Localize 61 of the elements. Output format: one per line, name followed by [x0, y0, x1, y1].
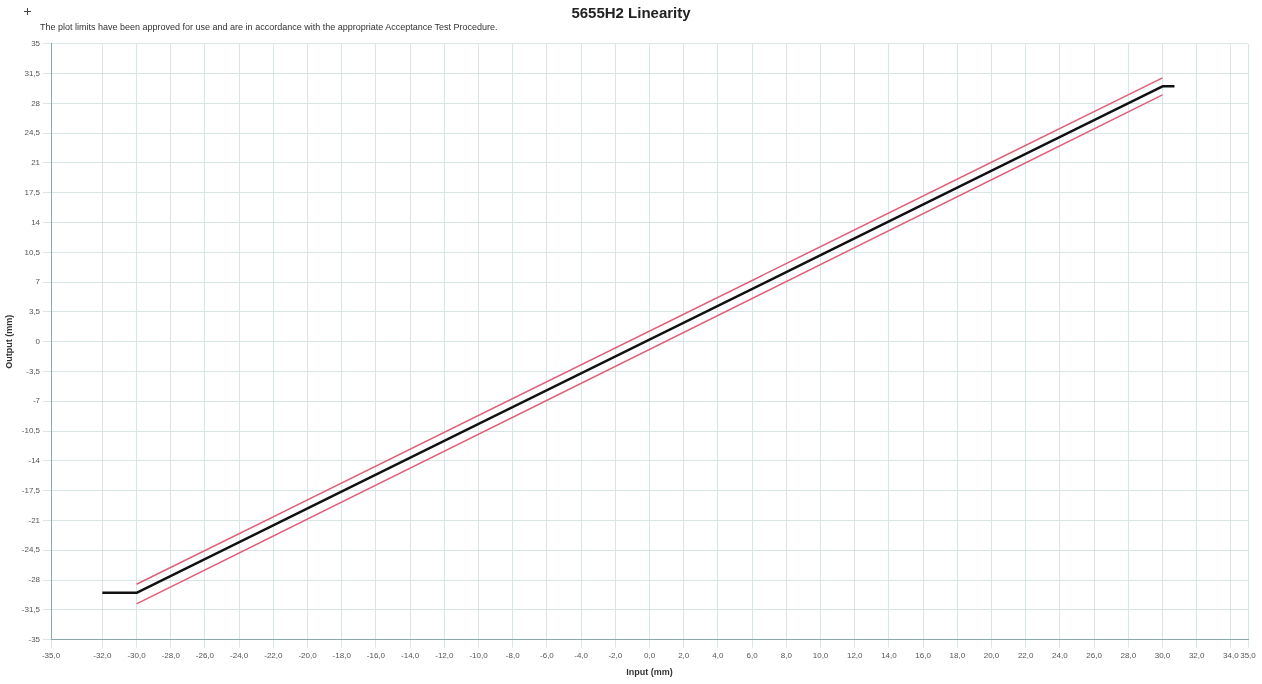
y-tick-label: 31,5 — [24, 68, 41, 78]
x-tick-label: 18,0 — [949, 650, 966, 660]
x-tick-label: 0,0 — [643, 650, 656, 660]
y-tick-label: -3,5 — [26, 366, 41, 376]
x-tick-label: 20,0 — [983, 650, 1000, 660]
x-tick-label: 8,0 — [780, 650, 793, 660]
x-tick-label: 4,0 — [712, 650, 725, 660]
x-tick-label: 24,0 — [1052, 650, 1069, 660]
x-tick-label: -26,0 — [195, 650, 215, 660]
x-tick-label: -16,0 — [366, 650, 386, 660]
y-tick-label: 10,5 — [24, 247, 41, 257]
y-tick-label: -7 — [32, 396, 41, 406]
y-tick-label: -28 — [28, 575, 41, 585]
chart-subtitle: The plot limits have been approved for use and are in accordance with the appropriate Acceptance Test Procedure. — [40, 22, 498, 32]
x-tick-label: -28,0 — [161, 650, 181, 660]
x-tick-label: -10,0 — [469, 650, 489, 660]
y-tick-label: 3,5 — [28, 307, 41, 317]
x-tick-label: -14,0 — [401, 650, 420, 660]
y-tick-label: 7 — [35, 277, 41, 287]
y-tick-label: -17,5 — [21, 485, 41, 495]
y-tick-label: -14 — [28, 456, 41, 466]
x-tick-label: -8,0 — [505, 650, 521, 660]
x-tick-label: -2,0 — [608, 650, 623, 660]
x-tick-label: 6,0 — [746, 650, 759, 660]
y-tick-label: -35 — [28, 634, 41, 644]
x-tick-label: 32,0 — [1188, 650, 1206, 660]
x-axis-title: Input (mm) — [626, 667, 673, 678]
x-tick-label: -6,0 — [540, 650, 555, 660]
x-tick-label: 35,0 — [1240, 650, 1257, 660]
x-tick-label: 2,0 — [678, 650, 690, 660]
x-tick-label: -4,0 — [574, 650, 589, 660]
y-tick-label: 28 — [31, 98, 41, 108]
y-tick-label: -10,5 — [21, 426, 41, 436]
y-tick-label: 35 — [31, 39, 41, 48]
chart-title: 5655H2 Linearity — [570, 4, 692, 21]
x-tick-label: 16,0 — [915, 650, 932, 660]
x-tick-label: 26,0 — [1086, 650, 1103, 660]
x-tick-label: 14,0 — [881, 650, 898, 660]
y-tick-label: -21 — [28, 515, 41, 525]
x-tick-label: -32,0 — [93, 650, 112, 660]
x-tick-label: -24,0 — [230, 650, 249, 660]
x-tick-label: -18,0 — [332, 650, 352, 660]
y-tick-label: -31,5 — [21, 605, 41, 615]
x-tick-label: -30,0 — [127, 650, 147, 660]
y-tick-label: 0 — [35, 336, 41, 346]
x-tick-label: -22,0 — [264, 650, 283, 660]
y-tick-label: 24,5 — [24, 128, 41, 138]
x-tick-label: -35,0 — [41, 650, 61, 660]
y-tick-label: -24,5 — [21, 545, 41, 555]
y-tick-label: 14 — [31, 217, 41, 227]
y-axis-title: Output (mm) — [3, 314, 14, 369]
x-tick-label: 30,0 — [1154, 650, 1171, 660]
y-tick-label: 21 — [31, 158, 41, 168]
x-tick-label: 12,0 — [846, 650, 864, 660]
x-tick-label: 22,0 — [1017, 650, 1035, 660]
x-tick-label: 28,0 — [1120, 650, 1137, 660]
x-tick-label: 10,0 — [812, 650, 829, 660]
x-tick-label: 34,0 — [1223, 650, 1240, 660]
x-tick-label: -20,0 — [298, 650, 318, 660]
y-tick-label: 17,5 — [24, 187, 41, 197]
x-tick-label: -12,0 — [435, 650, 454, 660]
